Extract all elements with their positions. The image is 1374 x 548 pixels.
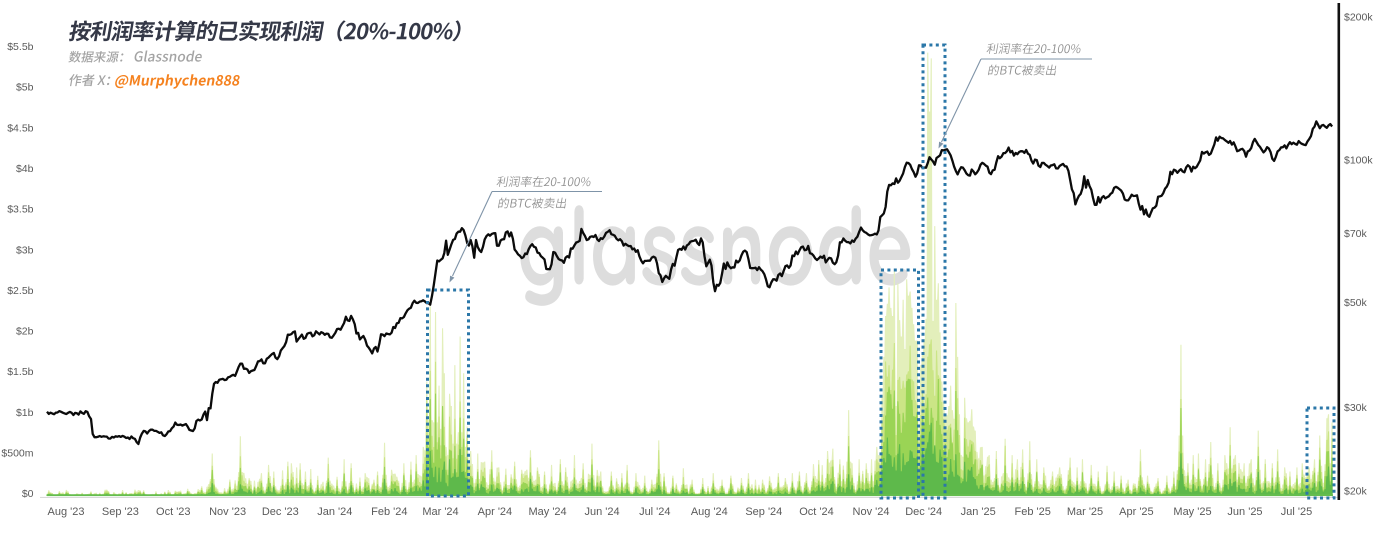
- svg-text:Sep '24: Sep '24: [745, 506, 782, 518]
- svg-text:Jan '24: Jan '24: [317, 506, 352, 518]
- svg-text:$4b: $4b: [16, 163, 34, 175]
- svg-text:Mar '24: Mar '24: [422, 506, 458, 518]
- svg-text:$1b: $1b: [16, 407, 34, 419]
- svg-text:May '25: May '25: [1173, 506, 1211, 518]
- svg-text:$3b: $3b: [16, 244, 34, 256]
- svg-text:Jun '25: Jun '25: [1227, 506, 1262, 518]
- svg-text:Sep '23: Sep '23: [102, 506, 139, 518]
- svg-text:Oct '23: Oct '23: [156, 506, 191, 518]
- svg-text:$30k: $30k: [1344, 402, 1368, 414]
- svg-text:Mar '25: Mar '25: [1067, 506, 1103, 518]
- svg-text:Aug '24: Aug '24: [691, 506, 728, 518]
- svg-text:Apr '25: Apr '25: [1119, 506, 1154, 518]
- svg-text:Aug '23: Aug '23: [48, 506, 85, 518]
- svg-text:$500m: $500m: [1, 448, 33, 460]
- svg-text:Dec '24: Dec '24: [905, 506, 942, 518]
- svg-text:Feb '24: Feb '24: [371, 506, 407, 518]
- svg-text:Apr '24: Apr '24: [478, 506, 513, 518]
- svg-text:Nov '24: Nov '24: [853, 506, 890, 518]
- svg-text:$4.5b: $4.5b: [7, 122, 33, 134]
- svg-text:Jul '24: Jul '24: [639, 506, 670, 518]
- svg-text:$2.5b: $2.5b: [7, 285, 33, 297]
- svg-text:$50k: $50k: [1344, 297, 1368, 309]
- svg-text:Jun '24: Jun '24: [585, 506, 620, 518]
- svg-text:Jul '25: Jul '25: [1281, 506, 1312, 518]
- svg-text:$0: $0: [22, 488, 34, 500]
- svg-text:Oct '24: Oct '24: [799, 506, 834, 518]
- svg-text:Feb '25: Feb '25: [1015, 506, 1051, 518]
- svg-text:$1.5b: $1.5b: [7, 366, 33, 378]
- svg-text:$200k: $200k: [1344, 12, 1373, 24]
- svg-text:$100k: $100k: [1344, 154, 1373, 166]
- svg-text:Dec '23: Dec '23: [262, 506, 299, 518]
- svg-text:May '24: May '24: [529, 506, 567, 518]
- svg-text:$5b: $5b: [16, 82, 34, 94]
- svg-text:$3.5b: $3.5b: [7, 204, 33, 216]
- svg-text:Jan '25: Jan '25: [961, 506, 996, 518]
- svg-text:$20k: $20k: [1344, 486, 1368, 498]
- svg-text:$5.5b: $5.5b: [7, 41, 33, 53]
- svg-text:Nov '23: Nov '23: [209, 506, 246, 518]
- svg-text:$70k: $70k: [1344, 228, 1368, 240]
- svg-text:$2b: $2b: [16, 326, 34, 338]
